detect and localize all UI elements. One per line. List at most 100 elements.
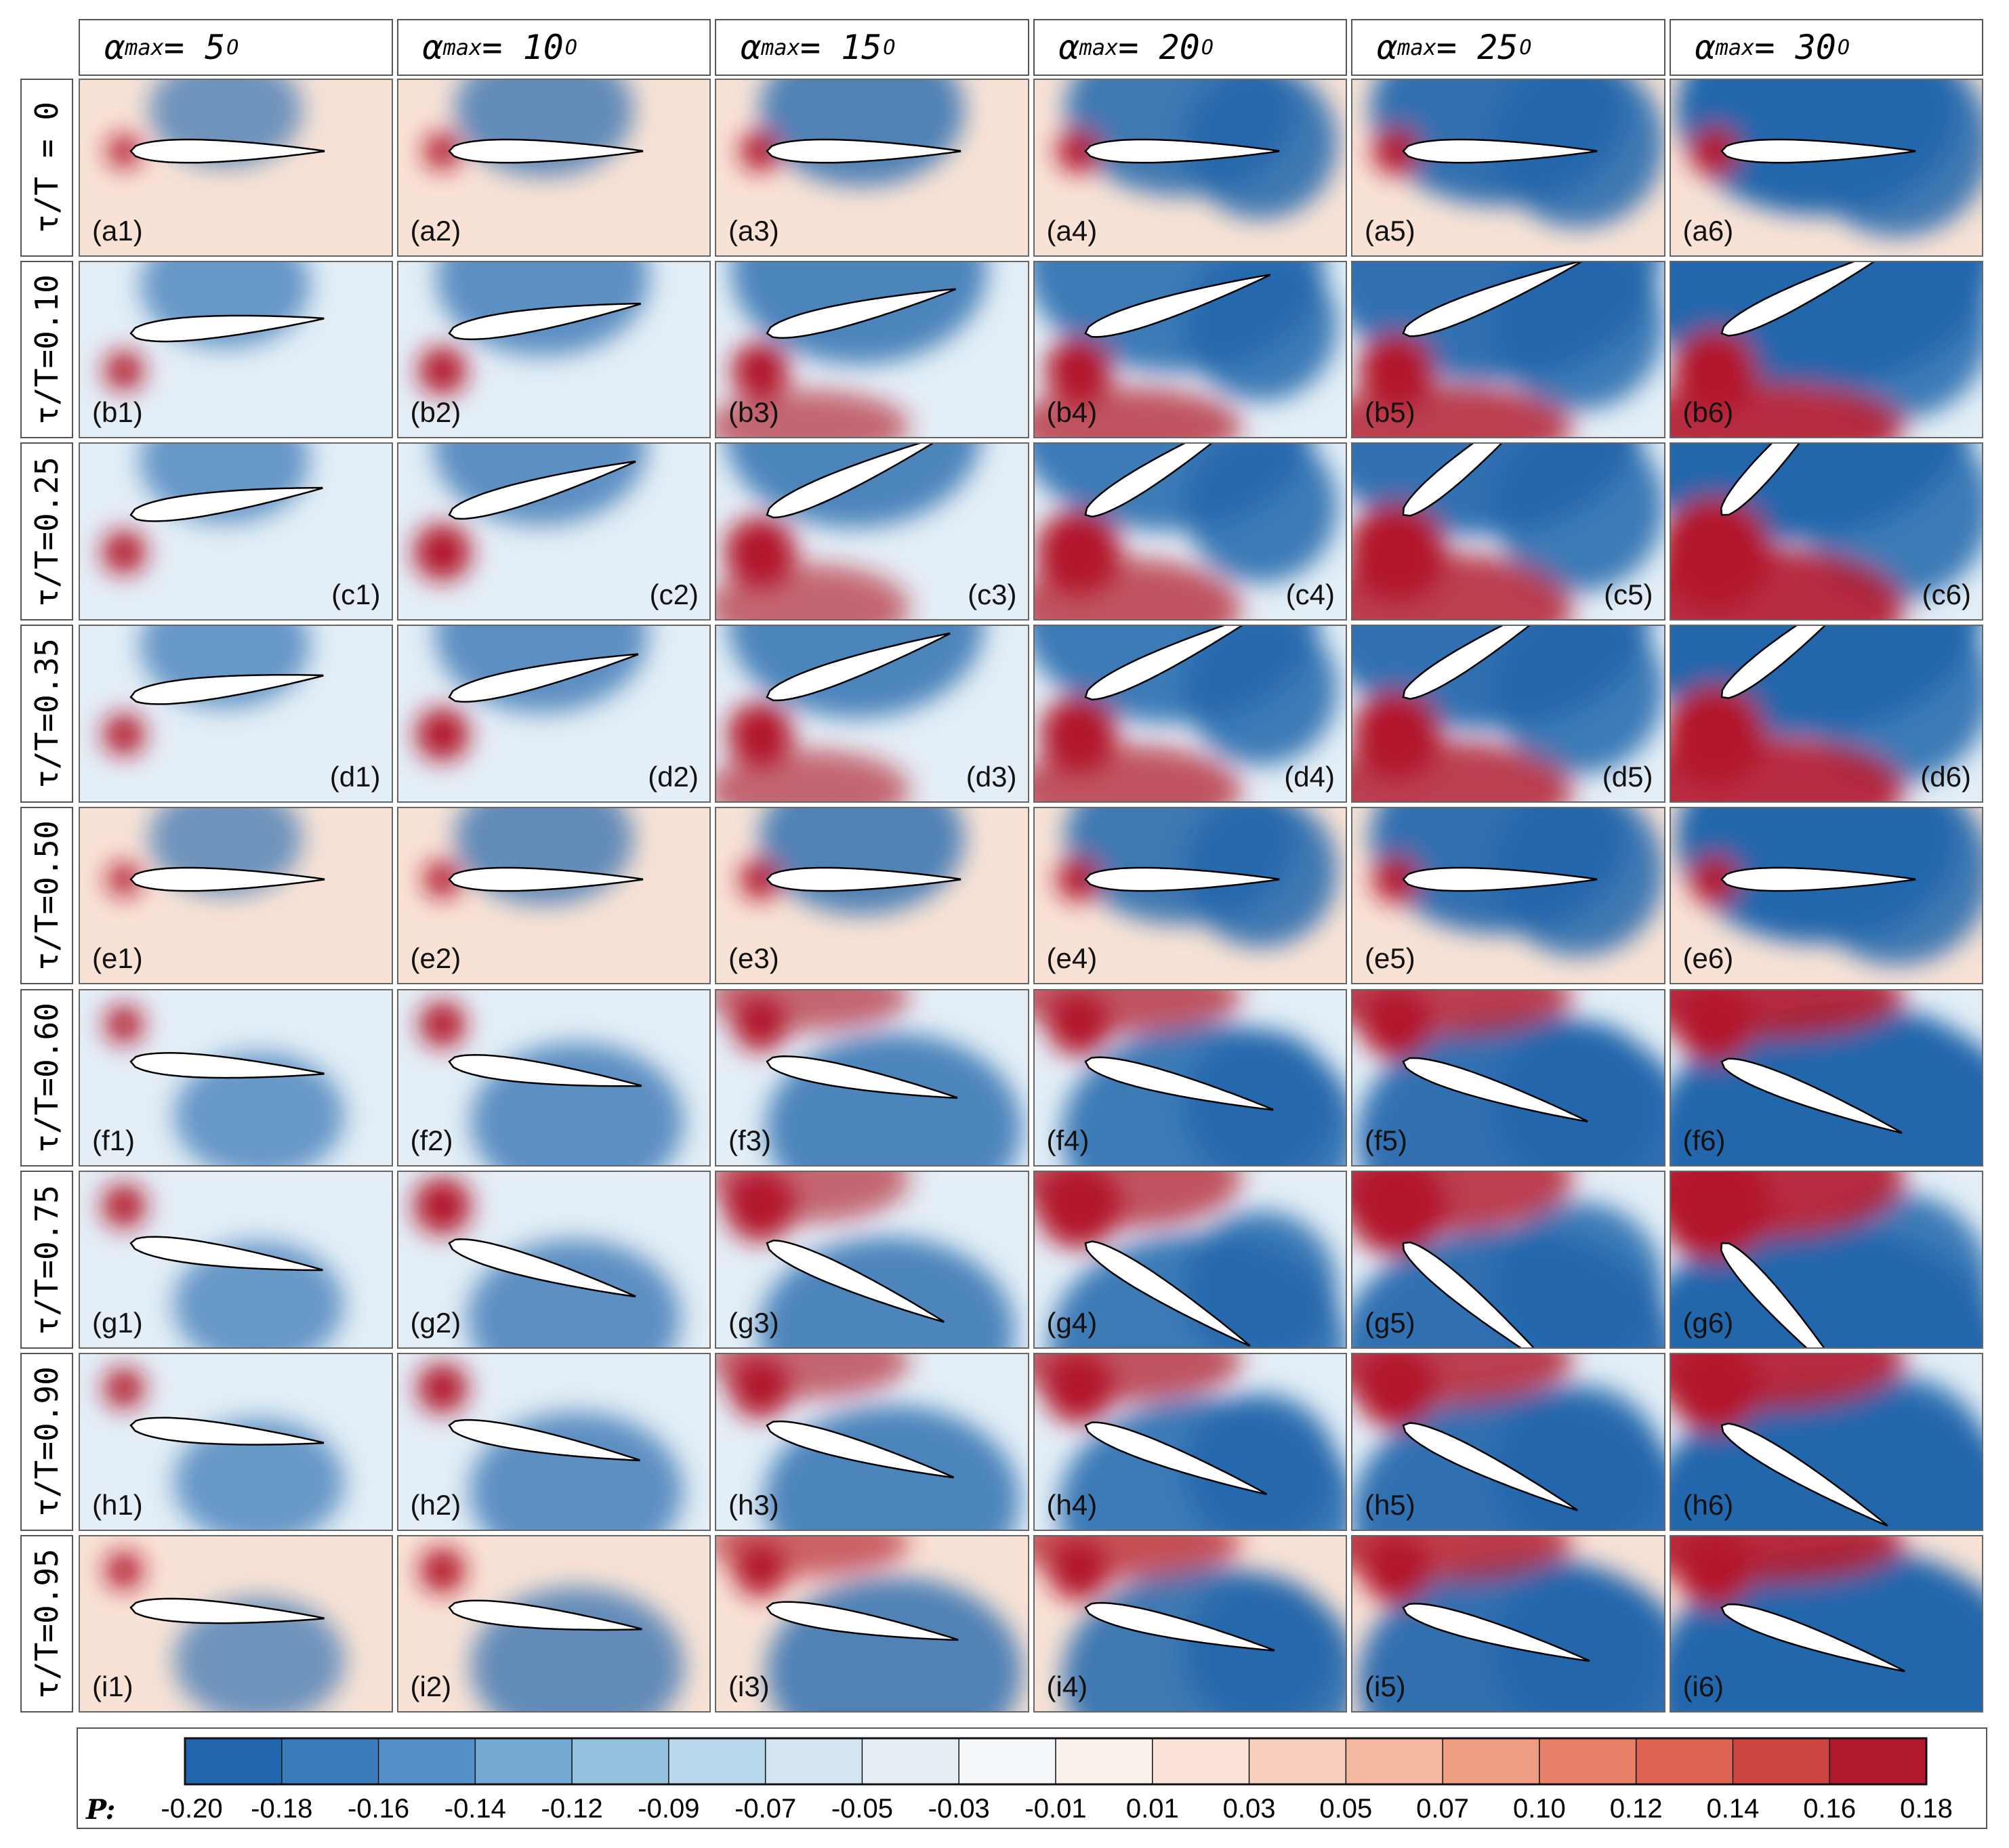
- pressure-field: [1352, 990, 1664, 1166]
- pressure-spread: [716, 749, 909, 801]
- airfoil: [1402, 444, 1553, 517]
- panel-f2: (f2): [396, 988, 711, 1167]
- pressure-blobs: [1670, 1172, 1983, 1347]
- panel-label: (a2): [410, 214, 461, 247]
- column-header-symbol: α: [1695, 28, 1716, 67]
- panel-label: (b5): [1365, 396, 1415, 429]
- panel-label: (d4): [1284, 760, 1335, 793]
- panel-label: (e2): [410, 942, 461, 975]
- colorbar-segment: [1345, 1738, 1444, 1785]
- pressure-field: [1034, 1353, 1346, 1530]
- panel-d3: (d3): [715, 625, 1029, 803]
- column-header-sub: max: [442, 35, 482, 60]
- airfoil: [129, 866, 325, 892]
- airfoil: [1402, 1057, 1588, 1122]
- panel-label: (i1): [92, 1671, 133, 1703]
- panel-b2: (b2): [396, 260, 711, 439]
- wake-vortex: [1802, 626, 1983, 783]
- stagnation-region: [415, 707, 469, 761]
- pressure-spread: [1352, 740, 1573, 801]
- column-header-sub: max: [1079, 35, 1119, 60]
- panel-label: (h3): [728, 1488, 779, 1521]
- colorbar-tick-label: 0.14: [1706, 1794, 1760, 1824]
- airfoil: [1720, 1057, 1903, 1134]
- pressure-field: [1352, 1172, 1664, 1347]
- pressure-spread: [1670, 1172, 1905, 1240]
- colorbar-tick-label: -0.14: [444, 1794, 506, 1824]
- colorbar-segment: [1732, 1738, 1831, 1785]
- colorbar-segment: [1442, 1738, 1541, 1785]
- colorbar-segment: [1635, 1738, 1734, 1785]
- column-header-sub: max: [761, 35, 800, 60]
- pressure-spread: [716, 564, 909, 620]
- panel-a4: (a4): [1033, 79, 1347, 257]
- row-label-text: τ/T=0.60: [28, 1003, 65, 1153]
- airfoil: [1402, 1422, 1578, 1511]
- airfoil: [1083, 273, 1270, 338]
- row-label-text: τ/T=0.90: [28, 1366, 65, 1517]
- colorbar-tick-label: -0.03: [928, 1794, 990, 1824]
- airfoil: [447, 653, 638, 703]
- stagnation-region: [1045, 337, 1112, 404]
- airfoil: [1720, 626, 1874, 699]
- panel-a3: (a3): [715, 79, 1029, 257]
- panel-label: (h4): [1046, 1488, 1098, 1521]
- column-header-symbol: α: [1377, 28, 1398, 67]
- stagnation-region: [107, 862, 141, 896]
- stagnation-region: [105, 1005, 144, 1043]
- airfoil: [1720, 138, 1915, 164]
- suction-region: [173, 1419, 345, 1530]
- panel-d1: (d1): [79, 625, 393, 803]
- column-header-sup: O: [1519, 35, 1532, 60]
- row-label-a: τ/T = 0: [20, 79, 73, 257]
- column-header-eq: = 25: [1436, 28, 1518, 67]
- panel-label: (a6): [1682, 214, 1734, 247]
- colorbar-segment: [861, 1738, 960, 1785]
- panel-label: (f2): [410, 1125, 453, 1157]
- pressure-blobs: [1670, 261, 1983, 438]
- wake-vortex: [1183, 1393, 1338, 1530]
- panel-a5: (a5): [1351, 79, 1665, 257]
- panel-b4: (b4): [1033, 260, 1347, 439]
- pressure-field: [716, 261, 1028, 438]
- panel-label: (h1): [92, 1488, 143, 1521]
- airfoil: [447, 866, 643, 892]
- pressure-blobs: [105, 1005, 345, 1166]
- column-header-sup: O: [883, 35, 896, 60]
- panel-e3: (e3): [715, 806, 1029, 985]
- panel-h5: (h5): [1351, 1352, 1665, 1531]
- column-header-sup: O: [1837, 35, 1850, 60]
- pressure-field: [1352, 1353, 1664, 1530]
- airfoil: [766, 138, 961, 164]
- panel-b6: (b6): [1669, 260, 1983, 439]
- airfoil: [1720, 1242, 1852, 1347]
- airfoil: [766, 632, 951, 702]
- pressure-field: [716, 1536, 1028, 1712]
- panel-label: (f5): [1365, 1125, 1407, 1157]
- panel-label: (g5): [1365, 1306, 1415, 1339]
- stagnation-region: [731, 341, 789, 400]
- wake-vortex: [1183, 1211, 1338, 1347]
- pressure-field: [716, 807, 1028, 984]
- panel-label: (i4): [1046, 1671, 1088, 1703]
- airfoil: [1083, 138, 1279, 164]
- wake-vortex: [1493, 444, 1664, 592]
- panel-a1: (a1): [79, 79, 393, 257]
- row-label-i: τ/T=0.95: [20, 1534, 73, 1713]
- panel-f1: (f1): [79, 988, 393, 1167]
- pressure-field: [398, 626, 710, 801]
- column-header-sup: O: [1201, 35, 1214, 60]
- panel-label: (b3): [728, 396, 779, 429]
- pressure-field: [1034, 626, 1346, 801]
- column-header-eq: = 30: [1754, 28, 1836, 67]
- airfoil: [447, 302, 641, 340]
- row-label-text: τ/T=0.75: [28, 1184, 65, 1335]
- stagnation-region: [419, 1001, 465, 1047]
- airfoil: [1084, 444, 1251, 518]
- stagnation-region: [1689, 125, 1741, 177]
- colorbar-tick-label: -0.18: [251, 1794, 313, 1824]
- airfoil: [1083, 626, 1261, 701]
- colorbar-segment: [281, 1738, 379, 1785]
- colorbar-segment: [377, 1738, 476, 1785]
